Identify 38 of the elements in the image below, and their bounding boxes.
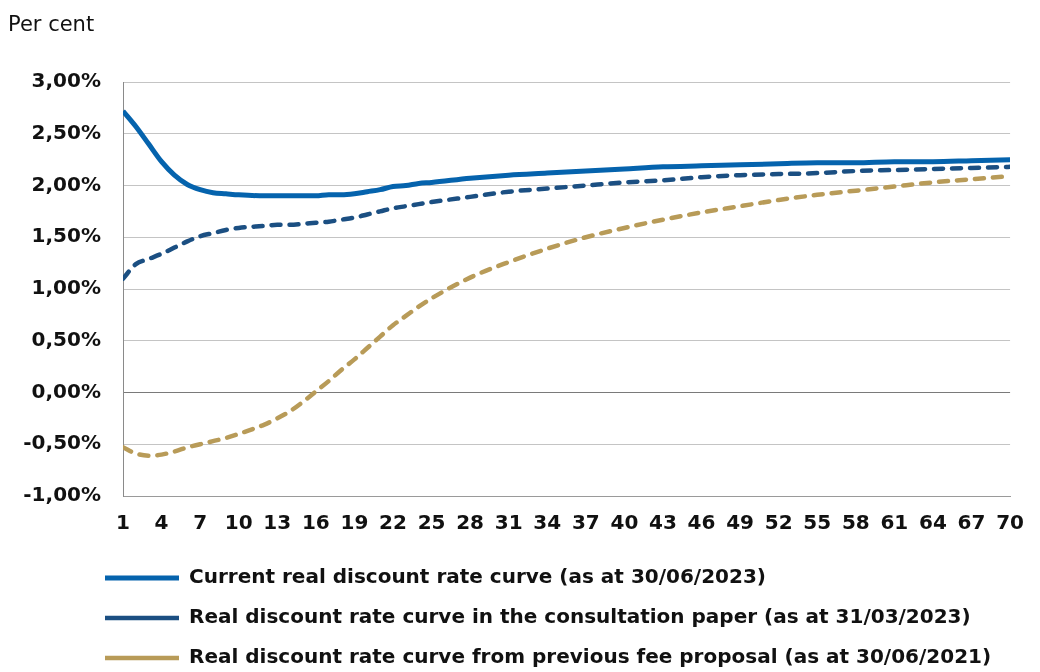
x-tick-label: 61 xyxy=(880,510,909,535)
x-tick-label: 46 xyxy=(687,510,716,535)
line-series xyxy=(123,164,1011,281)
x-tick-label: 52 xyxy=(764,510,793,535)
x-tick-label: 34 xyxy=(533,510,562,535)
x-tick-label: 55 xyxy=(803,510,832,535)
x-tick-label: 4 xyxy=(154,510,169,535)
x-tick-label: 67 xyxy=(957,510,986,535)
y-tick-label: -0,50% xyxy=(23,430,101,455)
y-tick-label: 2,50% xyxy=(31,119,101,144)
x-tick-label: 13 xyxy=(263,510,292,535)
x-tick-label: 22 xyxy=(379,510,407,535)
legend-label: Current real discount rate curve (as at 30/06/2023) xyxy=(189,564,766,589)
x-tick-label: 10 xyxy=(224,510,253,535)
x-tick-label: 31 xyxy=(494,510,523,535)
y-tick-label: 2,00% xyxy=(31,171,101,196)
y-tick-label: 0,00% xyxy=(31,378,101,403)
legend-label: Real discount rate curve in the consultation paper (as at 31/03/2023) xyxy=(189,604,971,629)
legend-label: Real discount rate curve from previous fee proposal (as at 30/06/2021) xyxy=(189,644,992,669)
x-tick-label: 64 xyxy=(919,510,947,535)
x-tick-label: 70 xyxy=(996,510,1025,535)
x-tick-label: 40 xyxy=(610,510,639,535)
x-tick-label: 58 xyxy=(841,510,870,535)
y-tick-label: 1,00% xyxy=(31,275,101,300)
x-tick-label: 7 xyxy=(193,510,208,535)
y-tick-label: 1,50% xyxy=(31,223,101,248)
x-tick-label: 25 xyxy=(417,510,446,535)
x-tick-label: 19 xyxy=(340,510,369,535)
y-tick-label: 0,50% xyxy=(31,326,101,351)
x-tick-label: 28 xyxy=(456,510,485,535)
y-tick-label: -1,00% xyxy=(23,482,101,507)
x-tick-label: 37 xyxy=(571,510,600,535)
y-axis-title: Per cent xyxy=(8,12,95,36)
y-tick-label: 3,00% xyxy=(31,68,101,93)
x-tick-label: 1 xyxy=(116,510,130,535)
x-tick-label: 43 xyxy=(649,510,677,535)
x-tick-label: 49 xyxy=(726,510,755,535)
x-tick-label: 16 xyxy=(301,510,330,535)
